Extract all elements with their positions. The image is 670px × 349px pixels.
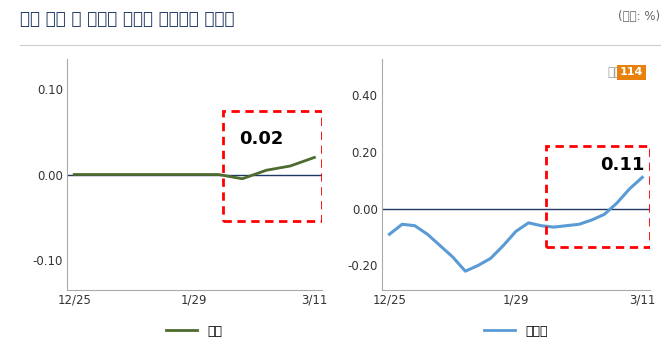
Text: 부동산: 부동산 xyxy=(607,66,628,79)
Bar xyxy=(223,111,322,221)
Legend: 재건축: 재건축 xyxy=(479,320,553,343)
Text: 114: 114 xyxy=(620,67,643,77)
Legend: 서울: 서울 xyxy=(161,320,227,343)
Text: 서울 전체 및 재건축 아파트 매매가격 변동률: 서울 전체 및 재건축 아파트 매매가격 변동률 xyxy=(20,10,234,29)
Bar xyxy=(546,146,650,247)
Text: (단위: %): (단위: %) xyxy=(618,10,660,23)
Text: 0.11: 0.11 xyxy=(600,156,645,173)
Text: 0.02: 0.02 xyxy=(239,130,283,148)
